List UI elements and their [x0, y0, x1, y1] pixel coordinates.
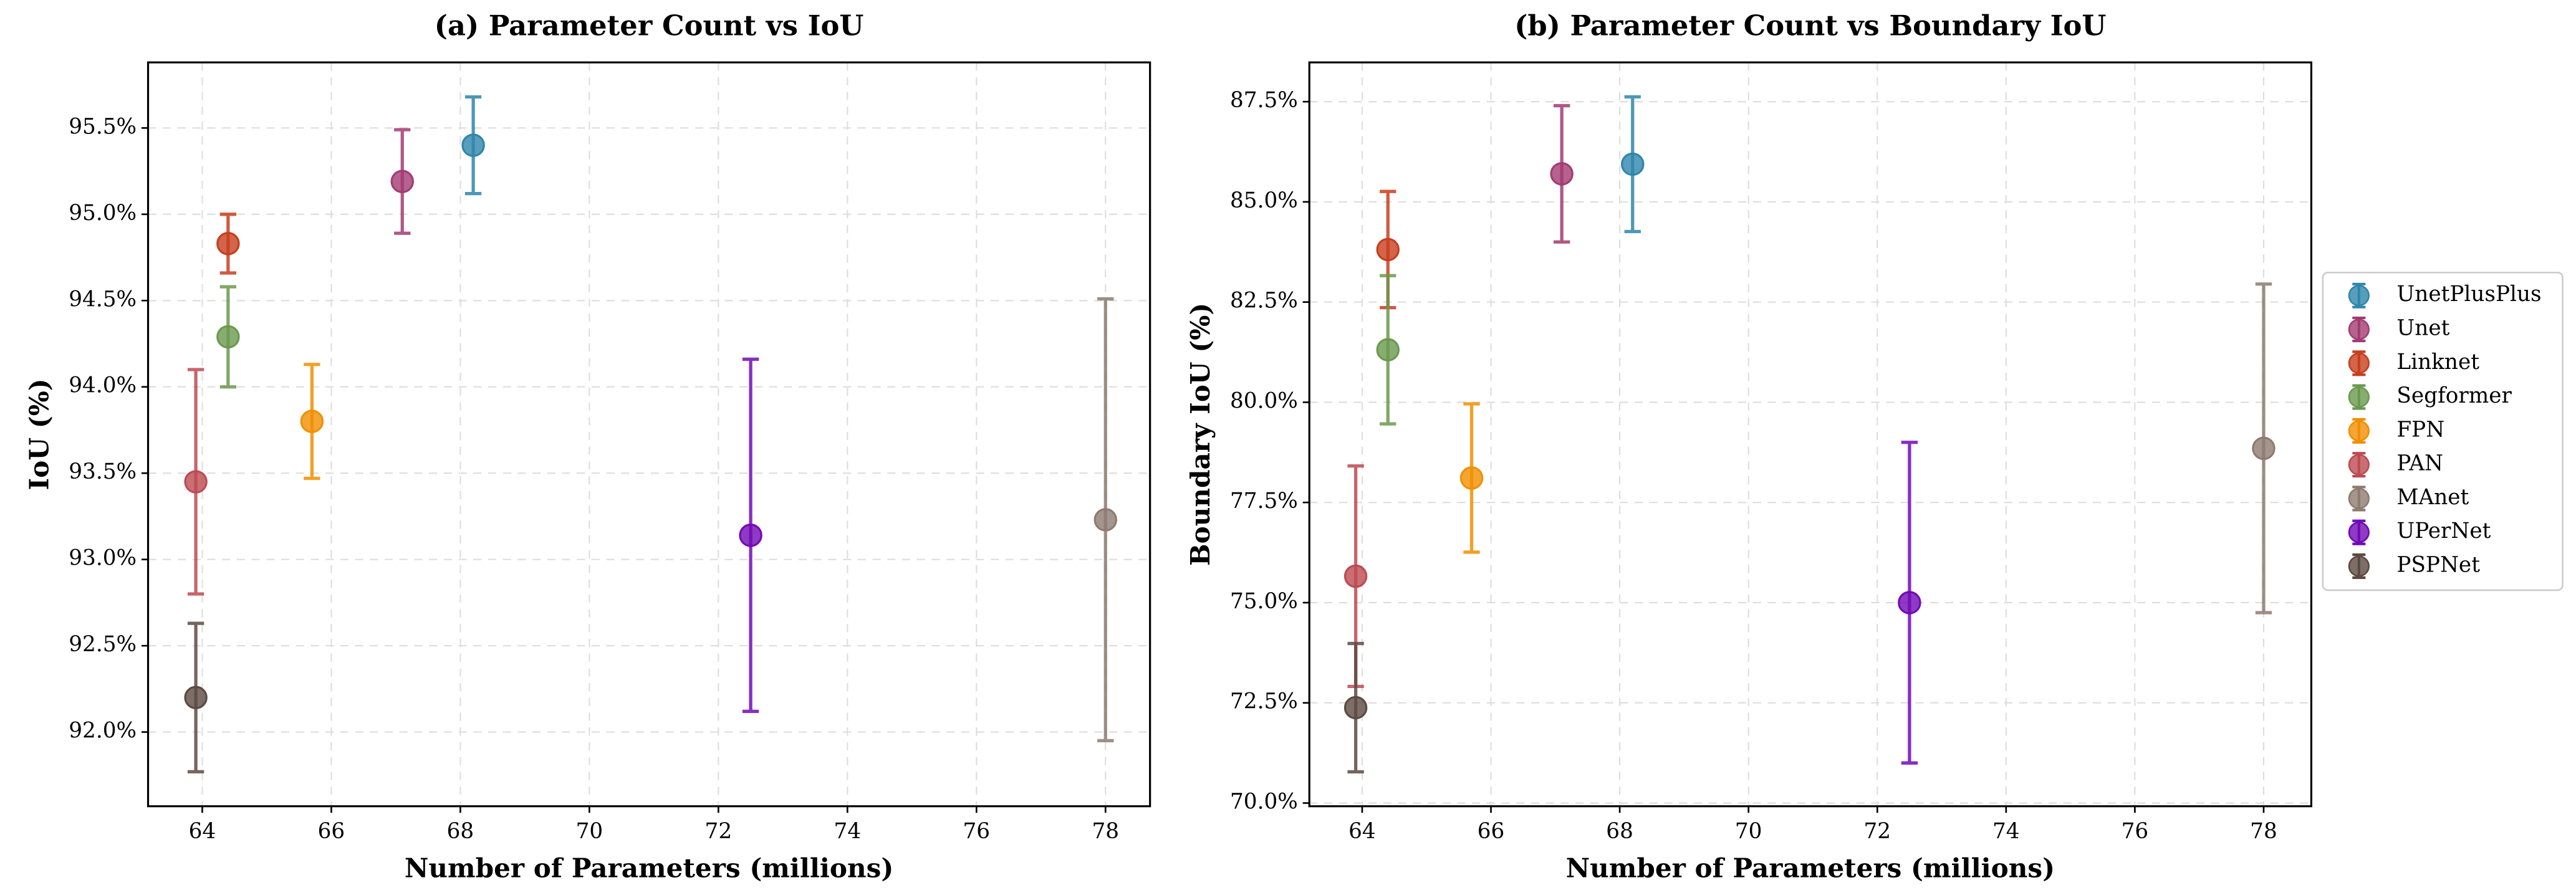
data-point: [739, 524, 762, 547]
y-tick-label: 94.5%: [69, 287, 137, 312]
plot-frame: [147, 61, 1151, 808]
x-tick-label: 68: [1606, 819, 1633, 844]
data-point: [1376, 338, 1400, 361]
y-tick-label: 92.0%: [69, 719, 137, 744]
data-point: [1343, 696, 1368, 720]
y-tick-label: 95.5%: [69, 114, 137, 139]
legend-label: UPerNet: [2396, 519, 2491, 543]
y-tick-label: 95.0%: [69, 201, 137, 226]
y-tick-label: 75.0%: [1230, 589, 1298, 614]
x-axis-label: Number of Parameters (millions): [405, 852, 893, 883]
legend-label: Segformer: [2396, 383, 2512, 408]
y-tick-label: 87.5%: [1230, 88, 1298, 113]
y-tick-label: 80.0%: [1230, 388, 1298, 413]
legend-label: PSPNet: [2396, 552, 2480, 577]
chart-title: (b) Parameter Count vs Boundary IoU: [1514, 9, 2106, 42]
legend-marker: [2348, 352, 2370, 374]
legend-marker: [2348, 454, 2370, 476]
y-tick-label: 94.0%: [69, 373, 137, 398]
y-tick-label: 93.5%: [69, 459, 137, 484]
plot-frame: [1308, 61, 2312, 808]
y-tick-label: 70.0%: [1230, 789, 1298, 814]
data-point: [1093, 508, 1117, 532]
x-tick-label: 76: [2122, 819, 2149, 844]
x-axis-label: Number of Parameters (millions): [1566, 852, 2055, 883]
x-tick-label: 68: [447, 819, 474, 844]
legend-label: MAnet: [2396, 485, 2469, 510]
data-point: [1898, 591, 1921, 615]
data-point: [390, 170, 414, 193]
legend-label: Unet: [2396, 316, 2449, 341]
data-point: [1550, 162, 1574, 186]
y-tick-label: 72.5%: [1230, 689, 1298, 714]
data-point: [300, 409, 324, 433]
data-point: [184, 686, 208, 709]
x-tick-label: 72: [1863, 819, 1891, 844]
x-tick-label: 74: [1992, 819, 2020, 844]
legend-label: FPN: [2396, 417, 2444, 442]
data-point: [1621, 152, 1645, 176]
data-point: [184, 470, 208, 494]
legend-marker: [2348, 420, 2370, 442]
y-axis-label: IoU (%): [23, 378, 54, 490]
x-tick-label: 76: [963, 819, 991, 844]
plot-area: [148, 62, 1150, 806]
legend-label: Linknet: [2396, 350, 2479, 375]
legend-box: [2322, 272, 2564, 591]
y-tick-label: 93.0%: [69, 546, 137, 571]
chart-title: (a) Parameter Count vs IoU: [435, 9, 864, 42]
x-tick-label: 64: [189, 819, 216, 844]
y-tick-label: 82.5%: [1230, 289, 1298, 313]
data-point: [461, 133, 485, 157]
x-tick-label: 72: [705, 819, 733, 844]
legend-label: PAN: [2396, 451, 2443, 476]
data-point: [2252, 436, 2276, 461]
data-point: [216, 325, 240, 349]
legend-marker: [2348, 487, 2370, 510]
x-tick-label: 64: [1348, 819, 1376, 844]
y-tick-label: 85.0%: [1230, 188, 1298, 213]
y-tick-label: 92.5%: [69, 632, 137, 657]
plot-area: [1309, 62, 2312, 806]
legend-label: UnetPlusPlus: [2396, 282, 2541, 307]
x-tick-label: 66: [318, 819, 345, 844]
x-tick-label: 74: [834, 819, 862, 844]
x-tick-label: 66: [1478, 819, 1505, 844]
y-axis-label: Boundary IoU (%): [1185, 303, 1216, 566]
legend-marker: [2348, 285, 2370, 307]
legend-marker: [2348, 555, 2370, 577]
data-point: [216, 232, 240, 256]
data-point: [1459, 466, 1484, 490]
x-tick-label: 78: [1092, 819, 1119, 844]
data-point: [1343, 564, 1368, 588]
data-point: [1376, 237, 1400, 262]
legend-marker: [2348, 318, 2370, 340]
x-tick-label: 70: [1735, 819, 1762, 844]
legend-marker: [2348, 522, 2370, 543]
y-tick-label: 77.5%: [1230, 489, 1298, 514]
x-tick-label: 70: [576, 819, 603, 844]
x-tick-label: 78: [2250, 819, 2277, 844]
legend-marker: [2348, 386, 2370, 408]
